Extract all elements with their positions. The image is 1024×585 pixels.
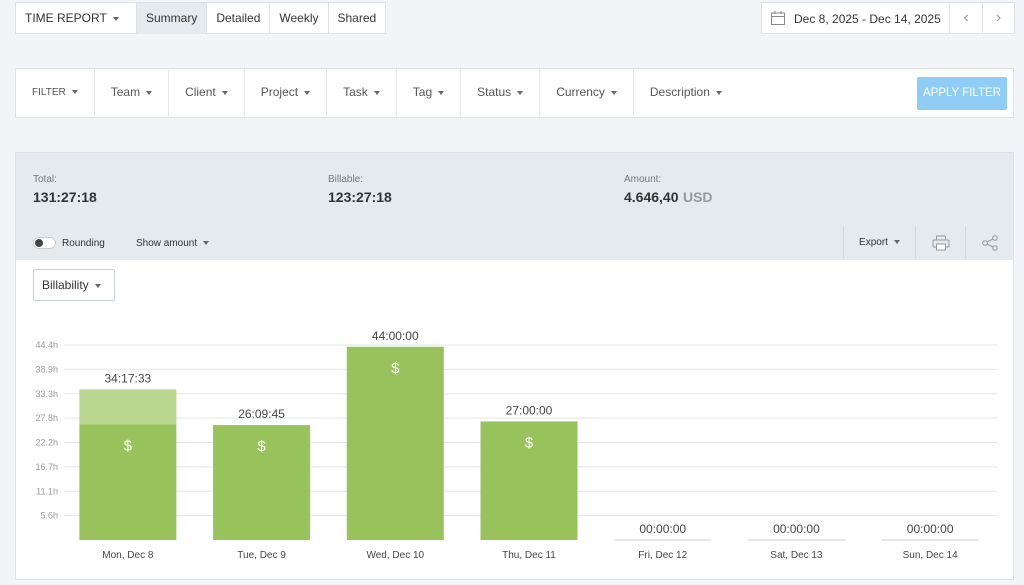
x-tick-label: Sun, Dec 14: [903, 550, 958, 561]
billable-icon: $: [124, 438, 133, 455]
y-tick-label: 16.7h: [35, 462, 58, 472]
y-tick-label: 11.1h: [36, 486, 58, 496]
total-label: 44:00:00: [372, 329, 419, 343]
amount-row: 4.646,40 USD: [624, 189, 713, 207]
show-amount[interactable]: Show amount: [136, 238, 209, 249]
y-tick-label: 5.6h: [40, 511, 58, 521]
currency: USD: [682, 189, 713, 205]
billable-icon: $: [525, 434, 534, 451]
summary-header: Total: 131:27:18 Billable: 123:27:18 Amo…: [16, 153, 1013, 260]
y-tick-label: 44.4h: [35, 340, 58, 350]
y-tick-label: 38.9h: [35, 364, 58, 374]
rounding-label: Rounding: [62, 238, 105, 249]
group-by-select[interactable]: Billability: [33, 269, 115, 301]
total-label: 34:17:33: [104, 371, 151, 385]
bar-segment: [79, 424, 177, 540]
print-button[interactable]: [915, 226, 965, 260]
apply-filter-button[interactable]: APPLY FILTER: [917, 77, 1007, 110]
x-tick-label: Mon, Dec 8: [102, 550, 154, 561]
share-icon: [982, 235, 998, 251]
amount: 4.646,40: [624, 189, 679, 205]
report-tabs: TIME REPORT Summary Detailed Weekly Shared: [15, 2, 387, 34]
y-tick-label: 27.8h: [35, 413, 58, 423]
export-label: Export: [859, 237, 900, 248]
bar-segment: [346, 346, 444, 540]
label: Total:: [33, 174, 57, 185]
total-label: 00:00:00: [773, 522, 820, 536]
y-tick-label: 33.3h: [35, 389, 58, 399]
date-picker: Dec 8, 2025 - Dec 14, 2025 ‹ ›: [761, 2, 1015, 34]
billable-icon: $: [257, 438, 266, 455]
export-menu[interactable]: Export: [843, 226, 915, 260]
y-tick-label: 22.2h: [35, 438, 58, 448]
total-label: 00:00:00: [639, 522, 686, 536]
x-tick-label: Fri, Dec 12: [638, 550, 687, 561]
filter-bar: FILTER Team Client Project Task Tag Status Curr…: [15, 68, 1014, 118]
total-label: 27:00:00: [506, 403, 553, 417]
bar-segment: [480, 421, 578, 540]
print-icon: [932, 235, 950, 251]
billable: 123:27:18: [328, 189, 392, 205]
calendar-icon: [771, 11, 785, 25]
tab[interactable]: Summary: [137, 3, 208, 34]
prev-week[interactable]: ‹: [949, 3, 982, 33]
date-range[interactable]: Dec 8, 2025 - Dec 14, 2025: [794, 12, 941, 26]
report-panel: Total: 131:27:18 Billable: 123:27:18 Amo…: [15, 152, 1014, 580]
x-tick-label: Thu, Dec 11: [502, 550, 556, 561]
total-label: 26:09:45: [238, 407, 285, 421]
x-tick-label: Tue, Dec 9: [237, 550, 286, 561]
total: 131:27:18: [33, 189, 97, 205]
next-week[interactable]: ›: [982, 3, 1014, 33]
billable-icon: $: [391, 360, 400, 377]
total-label: 00:00:00: [907, 522, 954, 536]
x-tick-label: Wed, Dec 10: [366, 550, 424, 561]
bar-segment: [79, 389, 177, 425]
tab[interactable]: Weekly: [270, 3, 329, 34]
label: Billable:: [328, 174, 364, 185]
label: Amount:: [624, 174, 662, 185]
filter[interactable]: Description: [634, 69, 738, 116]
x-tick-label: Sat, Dec 13: [770, 550, 823, 561]
share-button[interactable]: [965, 226, 1013, 260]
bar-segment: [213, 425, 311, 540]
tab[interactable]: Shared: [337, 11, 377, 25]
rounding-toggle[interactable]: [33, 237, 56, 249]
report-menu[interactable]: TIME REPORT: [16, 3, 137, 34]
tab[interactable]: Detailed: [207, 3, 271, 34]
toggle-knob: [35, 239, 43, 247]
